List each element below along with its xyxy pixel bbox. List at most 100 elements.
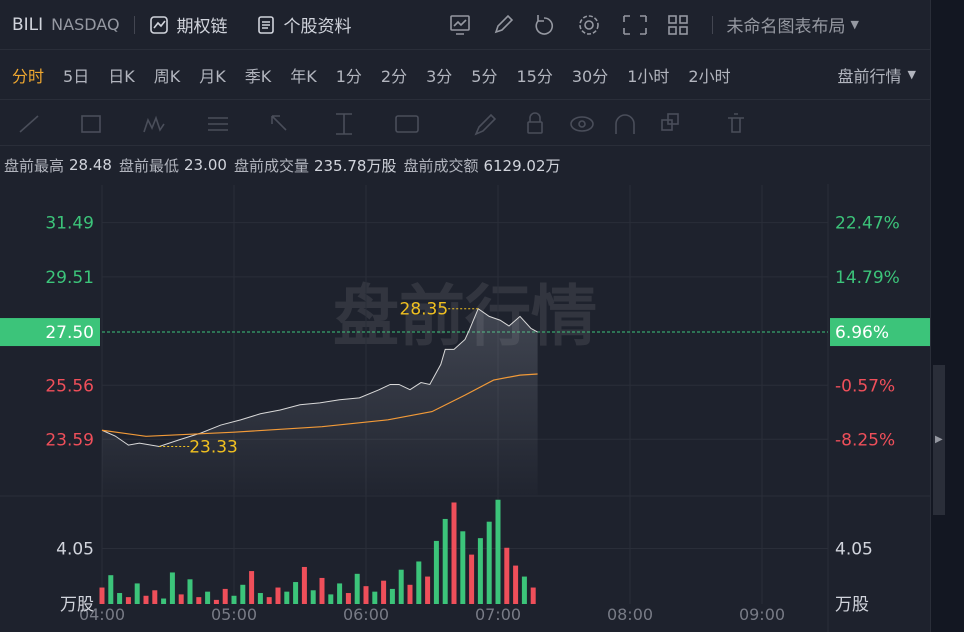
x-tick-label: 05:00 bbox=[211, 605, 257, 624]
magnet-tool[interactable] bbox=[615, 113, 635, 134]
volume-bar bbox=[407, 584, 413, 604]
drawing-toolbar bbox=[0, 100, 930, 146]
exchange: NASDAQ bbox=[51, 15, 120, 34]
volume-bar bbox=[363, 586, 369, 604]
pct-tick-label: 22.47% bbox=[835, 214, 900, 234]
stat-value: 6129.02万 bbox=[483, 156, 561, 175]
fib-tool[interactable] bbox=[208, 116, 228, 131]
price-tag bbox=[0, 318, 100, 347]
volume-bar bbox=[266, 597, 272, 604]
volume-bar bbox=[433, 540, 439, 604]
volume-bar bbox=[372, 591, 378, 604]
volume-bar bbox=[143, 595, 149, 604]
brush-tool[interactable] bbox=[474, 113, 497, 136]
timeframe-tab[interactable]: 分时 bbox=[12, 66, 45, 86]
settings-icon[interactable] bbox=[583, 19, 594, 30]
visibility-tool[interactable] bbox=[570, 115, 594, 132]
volume-bar bbox=[477, 538, 483, 604]
volume-bar bbox=[196, 597, 202, 604]
volume-bar bbox=[530, 587, 536, 604]
price-line bbox=[101, 307, 538, 447]
volume-bar bbox=[451, 502, 457, 604]
volume-bar bbox=[513, 565, 519, 604]
stat-label: 盘前最低 bbox=[118, 156, 179, 175]
pct-tick-label: 6.96% bbox=[835, 323, 889, 343]
timeframe-tab[interactable]: 3分 bbox=[426, 66, 453, 86]
volume-bar bbox=[337, 583, 343, 604]
timeframe-tab[interactable]: 15分 bbox=[516, 66, 553, 86]
x-tick-label: 09:00 bbox=[739, 605, 785, 624]
volume-bar bbox=[178, 594, 184, 604]
timeframe-tab[interactable]: 日K bbox=[108, 66, 135, 86]
volume-bar bbox=[169, 572, 175, 604]
drawing-tools bbox=[19, 111, 744, 136]
volume-bar bbox=[345, 593, 351, 604]
timeframe-tab[interactable]: 年K bbox=[290, 66, 317, 86]
x-tick-label: 06:00 bbox=[343, 605, 389, 624]
volume-bar bbox=[213, 599, 219, 604]
timeframe-tab[interactable]: 1小时 bbox=[627, 66, 670, 86]
timeframe-tab[interactable]: 季K bbox=[244, 66, 272, 86]
expand-arrow[interactable]: ▶ bbox=[935, 434, 943, 445]
indicator-icon[interactable] bbox=[449, 14, 470, 31]
high-label: 28.35 bbox=[400, 300, 449, 320]
layout-icon[interactable] bbox=[667, 14, 677, 24]
text-tool[interactable] bbox=[395, 114, 419, 133]
timeframe-tab[interactable]: 1分 bbox=[335, 66, 362, 86]
timeframe-tab[interactable]: 5分 bbox=[471, 66, 498, 86]
timeframe-tab[interactable]: 月K bbox=[199, 66, 226, 86]
volume-bar bbox=[134, 583, 140, 604]
volume-bar bbox=[354, 573, 360, 604]
volume-bar bbox=[99, 587, 105, 604]
timeframe-tab[interactable]: 5日 bbox=[63, 66, 90, 86]
y-tick-label: 27.50 bbox=[45, 323, 94, 343]
volume-bar bbox=[389, 588, 395, 604]
volume-bar bbox=[117, 593, 123, 604]
scrollbar[interactable] bbox=[933, 365, 945, 515]
profile-button[interactable]: 个股资料 bbox=[283, 17, 352, 37]
timeframe-tab[interactable]: 2分 bbox=[380, 66, 408, 86]
volume-bar bbox=[398, 569, 404, 604]
symbol[interactable]: BILI bbox=[12, 14, 44, 35]
average-line bbox=[101, 373, 538, 437]
timeframe-tab[interactable]: 30分 bbox=[571, 66, 609, 86]
volume-bar bbox=[495, 499, 501, 604]
arrow-tool[interactable] bbox=[271, 114, 287, 131]
stat-value: 28.48 bbox=[69, 156, 112, 174]
timeframe-tab[interactable]: 2小时 bbox=[688, 66, 731, 86]
pattern-tool[interactable] bbox=[143, 115, 165, 132]
volume-bar bbox=[249, 571, 255, 604]
refresh-icon[interactable] bbox=[535, 14, 553, 35]
measure-tool[interactable] bbox=[336, 112, 352, 135]
timeframe-tab[interactable]: 周K bbox=[153, 66, 181, 86]
volume-tick-label: 4.05 bbox=[56, 539, 94, 559]
layout-name[interactable]: 未命名图表布局 bbox=[726, 17, 846, 37]
session-select[interactable]: 盘前行情 bbox=[837, 66, 902, 86]
volume-bar bbox=[284, 591, 290, 604]
volume-bar bbox=[108, 575, 114, 604]
side-panel: ▶ bbox=[930, 0, 964, 632]
group-tool[interactable] bbox=[661, 118, 673, 131]
shape-tool[interactable] bbox=[81, 114, 101, 133]
chart: 盘前行情 04:00 05:00 06:00 07:00 08:00 09:0031.49… bbox=[0, 184, 930, 632]
pct-tick-label: -8.25% bbox=[835, 430, 895, 450]
timeframe-bar: 分时 5日 日K 周K 月K 季K 年K 1分 2分 3分 5分 15分 30分 1小时 2小时 盘前行情 … bbox=[0, 50, 930, 100]
volume-bar bbox=[301, 566, 307, 604]
stat-label: 盘前最高 bbox=[4, 156, 65, 175]
volume-bar bbox=[205, 591, 211, 604]
pct-tick-label: 14.79% bbox=[835, 268, 900, 288]
options-button[interactable]: 期权链 bbox=[176, 17, 228, 37]
lock-tool[interactable] bbox=[527, 120, 543, 134]
volume-bar bbox=[486, 521, 492, 604]
volume-bar bbox=[152, 590, 158, 604]
delete-tool[interactable] bbox=[728, 112, 744, 133]
volume-bar bbox=[125, 597, 131, 604]
profile-icon bbox=[257, 15, 274, 34]
stat-label: 盘前成交额 bbox=[403, 156, 479, 175]
fullscreen-icon[interactable] bbox=[622, 14, 647, 35]
pct-tick-label: -0.57% bbox=[835, 376, 895, 396]
options-icon bbox=[149, 15, 168, 34]
draw-icon[interactable] bbox=[494, 14, 513, 33]
volume-bar bbox=[275, 587, 281, 604]
line-tool[interactable] bbox=[19, 114, 39, 133]
